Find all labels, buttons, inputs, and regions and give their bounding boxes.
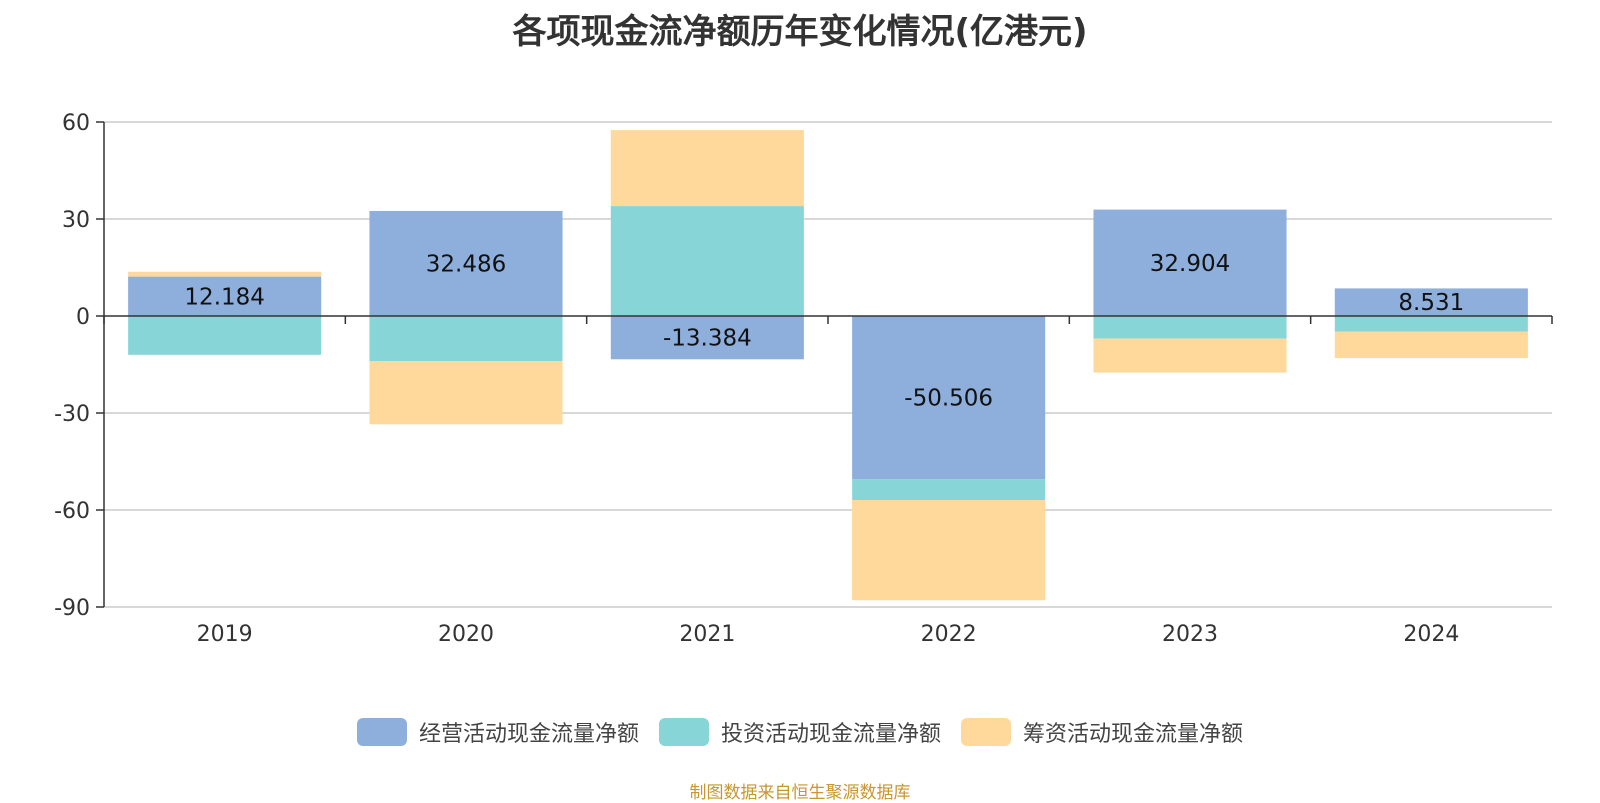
legend-swatch xyxy=(658,718,709,746)
data-labels: 12.184 32.486 -13.384 -50.506 32.904 8.531 xyxy=(184,251,1464,412)
bar-series-1-2023 xyxy=(1093,209,1287,316)
x-tick-label: 2019 xyxy=(197,622,253,647)
bar-series-3-2021 xyxy=(610,130,804,207)
legend-item-2[interactable]: 投资活动现金流量净额 xyxy=(658,716,941,748)
legend: 经营活动现金流量净额 投资活动现金流量净额 筹资活动现金流量净额 xyxy=(0,716,1600,748)
x-tick-label: 2022 xyxy=(921,622,977,647)
legend-label: 投资活动现金流量净额 xyxy=(720,722,941,747)
bar-series-2-2022 xyxy=(852,479,1046,500)
data-label-2022: -50.506 xyxy=(904,386,993,412)
legend-label: 经营活动现金流量净额 xyxy=(418,722,639,747)
chart-plot: 60 30 0 -30 -60 -90 2019 2020 2021 2022 2023 2024 1… xyxy=(54,111,1553,647)
x-tick-label: 2023 xyxy=(1162,622,1218,647)
data-label-2024: 8.531 xyxy=(1398,290,1464,316)
bar-series-2-2024 xyxy=(1334,316,1528,332)
legend-swatch xyxy=(961,718,1011,746)
legend-item-1[interactable]: 经营活动现金流量净额 xyxy=(356,716,639,748)
y-tick-label: -60 xyxy=(54,499,90,524)
bar-series-3-2019 xyxy=(128,271,322,277)
legend-swatch xyxy=(356,718,407,746)
bar-series-2-2020 xyxy=(369,316,563,362)
data-label-2019: 12.184 xyxy=(184,284,264,310)
bars xyxy=(128,130,1528,601)
legend-label: 筹资活动现金流量净额 xyxy=(1023,722,1244,747)
bar-series-1-2021 xyxy=(610,316,804,360)
bar-series-2-2021 xyxy=(610,206,804,316)
bar-series-1-2024 xyxy=(1334,288,1528,316)
chart-title: 各项现金流净额历年变化情况(亿港元) xyxy=(512,12,1088,52)
source-note: 制图数据来自恒生聚源数据库 xyxy=(689,783,911,803)
bar-series-2-2019 xyxy=(128,316,322,355)
y-tick-label: -30 xyxy=(54,402,90,427)
bar-series-2-2023 xyxy=(1093,316,1287,339)
bar-series-3-2020 xyxy=(369,361,563,425)
y-tick-label: -90 xyxy=(54,596,90,621)
y-tick-label: 30 xyxy=(62,208,90,233)
data-label-2020: 32.486 xyxy=(426,251,506,277)
y-tick-label: 0 xyxy=(76,305,90,330)
x-tick-label: 2024 xyxy=(1403,622,1459,647)
bar-series-3-2024 xyxy=(1334,331,1528,359)
data-label-2023: 32.904 xyxy=(1150,251,1230,277)
bar-series-3-2022 xyxy=(852,499,1046,601)
bar-series-1-2019 xyxy=(128,276,322,316)
grid-lines xyxy=(104,121,1552,608)
bar-series-1-2022 xyxy=(852,316,1046,480)
bar-series-3-2023 xyxy=(1093,338,1287,373)
axes: 60 30 0 -30 -60 -90 2019 2020 2021 2022 2023 2024 xyxy=(54,111,1553,647)
y-tick-label: 60 xyxy=(62,111,90,136)
data-label-2021: -13.384 xyxy=(663,326,752,352)
x-tick-label: 2021 xyxy=(679,622,735,647)
legend-item-3[interactable]: 筹资活动现金流量净额 xyxy=(961,716,1243,748)
bar-series-1-2020 xyxy=(369,210,563,316)
x-tick-label: 2020 xyxy=(438,622,494,647)
